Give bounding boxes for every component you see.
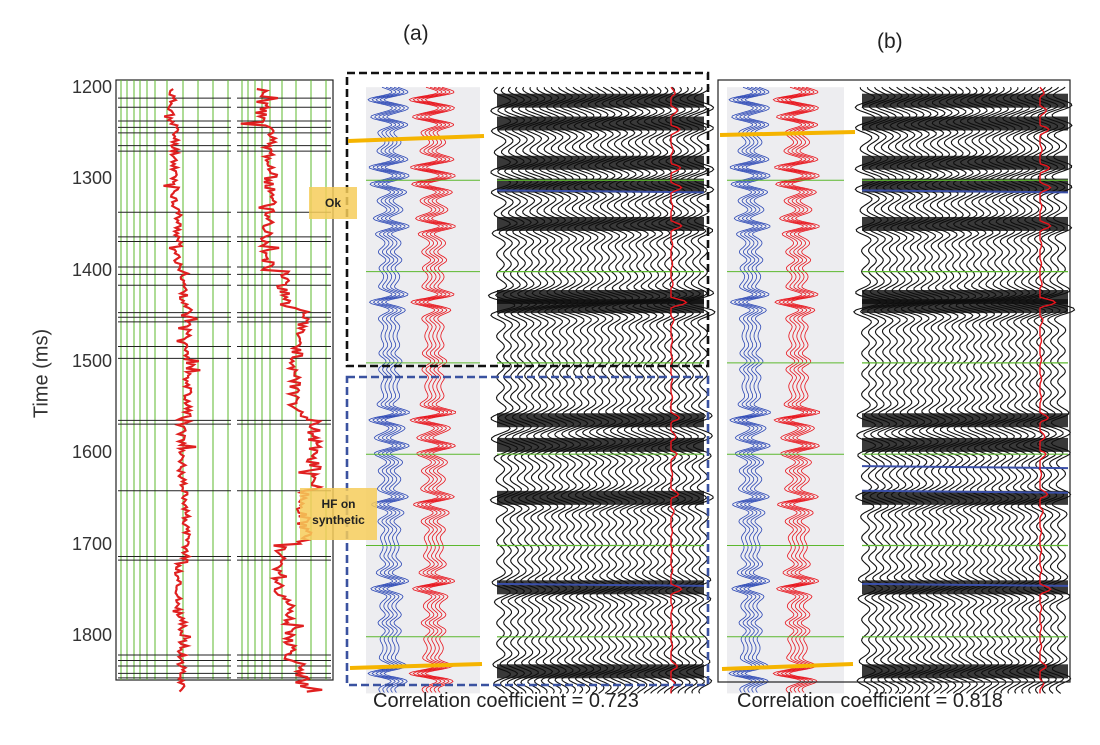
seismic-strong-reflector bbox=[862, 580, 1068, 595]
synthetic-traces-b bbox=[727, 86, 844, 694]
synthetic-trace-red bbox=[412, 86, 445, 693]
synthetic-background bbox=[727, 87, 844, 694]
seismic-strong-reflector bbox=[862, 93, 1068, 108]
panel-b-label: (b) bbox=[877, 30, 903, 53]
y-tick-label: 1800 bbox=[71, 624, 112, 645]
synthetic-trace-red bbox=[772, 86, 805, 693]
panel-b-frame bbox=[717, 79, 1071, 683]
synthetic-trace-blue bbox=[371, 86, 398, 693]
picked-horizon bbox=[861, 465, 1069, 470]
seismic-section-b bbox=[853, 86, 1076, 694]
panel-a-label: (a) bbox=[403, 22, 429, 45]
synthetic-trace-blue bbox=[740, 86, 767, 693]
seismic-strong-reflector bbox=[497, 93, 704, 108]
synthetic-trace-red bbox=[776, 86, 809, 693]
seismic-strong-reflector bbox=[862, 437, 1068, 452]
synthetic-trace-blue bbox=[728, 86, 755, 693]
y-tick-label: 1500 bbox=[71, 350, 112, 371]
y-tick-label: 1600 bbox=[71, 442, 112, 463]
synthetic-trace-red bbox=[784, 86, 817, 693]
y-tick-label: 1400 bbox=[71, 259, 112, 280]
seismic-strong-reflector bbox=[497, 413, 704, 428]
synthetic-inset-trace bbox=[1039, 86, 1057, 694]
synthetic-trace-blue bbox=[375, 86, 402, 693]
seismic-strong-reflector bbox=[497, 178, 704, 193]
seismic-strong-reflector bbox=[862, 664, 1068, 679]
seismic-strong-reflector bbox=[497, 580, 704, 595]
correlation-coefficient-a: Correlation coefficient = 0.723 bbox=[373, 690, 639, 712]
seismic-strong-reflector bbox=[862, 490, 1068, 505]
synthetic-trace-red bbox=[408, 86, 441, 693]
synthetic-inset-trace bbox=[670, 86, 688, 694]
seismic-strong-reflector bbox=[862, 155, 1068, 170]
log-frame bbox=[115, 79, 334, 681]
synthetic-traces-a bbox=[366, 86, 480, 694]
seismic-strong-reflector bbox=[497, 155, 704, 170]
note-ok: Ok bbox=[309, 187, 357, 219]
seismic-strong-reflector bbox=[497, 216, 704, 231]
seismic-section-a bbox=[487, 86, 716, 694]
log-curve-1 bbox=[163, 88, 201, 693]
seismic-strong-reflector bbox=[497, 490, 704, 505]
seismic-strong-reflector bbox=[862, 216, 1068, 231]
well-log-panel bbox=[115, 79, 334, 693]
synthetic-trace-blue bbox=[379, 86, 406, 693]
seismic-strong-reflector bbox=[862, 299, 1068, 314]
top-horizon-marker-a bbox=[347, 134, 485, 143]
synthetic-trace-blue bbox=[744, 86, 771, 693]
picked-horizon bbox=[861, 582, 1069, 587]
picked-horizon bbox=[496, 189, 705, 194]
ok-region-box bbox=[345, 71, 710, 368]
synthetic-trace-red bbox=[788, 86, 821, 693]
correlation-coefficient-b: Correlation coefficient = 0.818 bbox=[737, 690, 1003, 712]
synthetic-trace-blue bbox=[383, 86, 410, 693]
synthetic-trace-blue bbox=[367, 86, 394, 693]
synthetic-background bbox=[366, 87, 480, 694]
seismic-strong-reflector bbox=[497, 437, 704, 452]
picked-horizon bbox=[861, 489, 1069, 494]
base-horizon-marker-a bbox=[349, 662, 483, 670]
seismic-strong-reflector bbox=[497, 299, 704, 314]
y-tick-label: 1700 bbox=[71, 533, 112, 554]
picked-horizon bbox=[861, 189, 1069, 194]
seismic-strong-reflector bbox=[862, 413, 1068, 428]
seismic-strong-reflector bbox=[497, 664, 704, 679]
synthetic-trace-blue bbox=[736, 86, 763, 693]
synthetic-trace-red bbox=[416, 86, 449, 693]
picked-horizon bbox=[496, 582, 705, 587]
seismic-strong-reflector bbox=[497, 116, 704, 131]
base-horizon-marker-b bbox=[721, 662, 854, 671]
seismic-strong-reflector bbox=[862, 116, 1068, 131]
synthetic-trace-blue bbox=[732, 86, 759, 693]
synthetic-trace-red bbox=[780, 86, 813, 693]
log-curve-2 bbox=[240, 87, 325, 693]
y-axis-label: Time (ms) bbox=[30, 328, 53, 419]
seismic-strong-reflector bbox=[862, 178, 1068, 193]
note-hf-on-synthetic: HF on synthetic bbox=[300, 488, 377, 540]
y-tick-label: 1200 bbox=[71, 77, 112, 97]
synthetic-trace-red bbox=[424, 86, 457, 693]
y-tick-label: 1300 bbox=[71, 168, 112, 189]
top-horizon-marker-b bbox=[719, 130, 856, 137]
synthetic-trace-red bbox=[420, 86, 453, 693]
